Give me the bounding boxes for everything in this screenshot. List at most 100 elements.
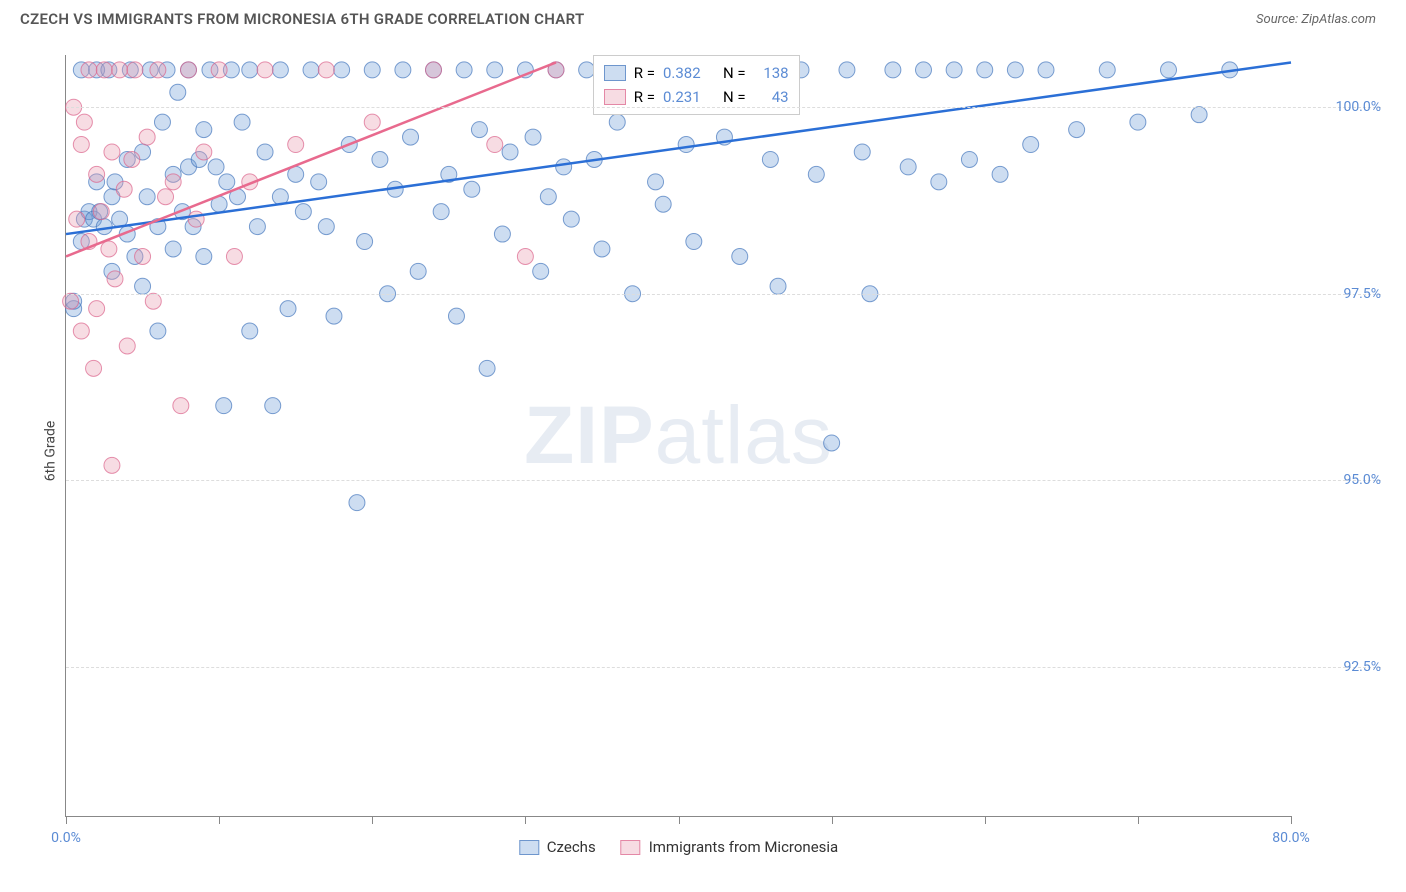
scatter-point — [487, 137, 503, 153]
scatter-point — [364, 62, 380, 78]
legend-swatch-micronesia — [621, 840, 641, 855]
legend-label-micronesia: Immigrants from Micronesia — [649, 838, 839, 856]
legend-swatch-czechs — [519, 840, 539, 855]
scatter-point — [900, 159, 916, 175]
scatter-point — [127, 62, 143, 78]
scatter-point — [170, 84, 186, 100]
scatter-point — [196, 248, 212, 264]
scatter-point — [916, 62, 932, 78]
scatter-point — [272, 62, 288, 78]
scatter-point — [655, 196, 671, 212]
scatter-point — [502, 144, 518, 160]
scatter-point — [525, 129, 541, 145]
scatter-point — [977, 62, 993, 78]
scatter-point — [1130, 114, 1146, 130]
scatter-point — [403, 129, 419, 145]
scatter-point — [410, 263, 426, 279]
scatter-point — [145, 293, 161, 309]
scatter-point — [448, 308, 464, 324]
stat-r-value: 0.231 — [663, 85, 715, 109]
legend-item-micronesia: Immigrants from Micronesia — [621, 838, 839, 856]
scatter-point — [808, 166, 824, 182]
stat-n-value: 138 — [754, 61, 789, 85]
scatter-point — [885, 62, 901, 78]
scatter-point — [824, 435, 840, 451]
scatter-point — [648, 174, 664, 190]
scatter-point — [165, 241, 181, 257]
y-tick-label: 97.5% — [1301, 286, 1381, 302]
scatter-point — [124, 151, 140, 167]
scatter-point — [150, 323, 166, 339]
scatter-point — [732, 248, 748, 264]
scatter-point — [96, 219, 112, 235]
stats-legend-row: R = 0.382 N = 138 — [604, 61, 789, 85]
scatter-point — [295, 204, 311, 220]
stat-r-label: R = — [634, 61, 655, 85]
x-tick — [1138, 816, 1139, 824]
chart-title: CZECH VS IMMIGRANTS FROM MICRONESIA 6TH … — [20, 10, 585, 28]
scatter-point — [1069, 122, 1085, 138]
scatter-point — [364, 114, 380, 130]
scatter-point — [154, 114, 170, 130]
scatter-point — [219, 174, 235, 190]
scatter-point — [249, 219, 265, 235]
legend-swatch — [604, 65, 626, 81]
scatter-point — [349, 495, 365, 511]
scatter-point — [101, 241, 117, 257]
x-tick — [985, 816, 986, 824]
series-legend: Czechs Immigrants from Micronesia — [519, 838, 838, 856]
scatter-point — [107, 271, 123, 287]
scatter-point — [334, 62, 350, 78]
scatter-point — [69, 211, 85, 227]
scatter-point — [326, 308, 342, 324]
scatter-point — [1023, 137, 1039, 153]
y-tick-label: 100.0% — [1301, 99, 1381, 115]
scatter-point — [678, 137, 694, 153]
stat-n-label: N = — [723, 61, 746, 85]
scatter-point — [288, 137, 304, 153]
scatter-point — [946, 62, 962, 78]
scatter-point — [135, 278, 151, 294]
scatter-point — [173, 398, 189, 414]
scatter-point — [104, 144, 120, 160]
y-tick-label: 95.0% — [1301, 472, 1381, 488]
scatter-point — [280, 301, 296, 317]
x-tick — [679, 816, 680, 824]
scatter-point — [81, 62, 97, 78]
legend-swatch — [604, 89, 626, 105]
scatter-point — [96, 62, 112, 78]
scatter-point — [1099, 62, 1115, 78]
scatter-point — [112, 62, 128, 78]
scatter-point — [931, 174, 947, 190]
scatter-point — [165, 174, 181, 190]
scatter-point — [556, 159, 572, 175]
scatter-point — [104, 457, 120, 473]
scatter-point — [456, 62, 472, 78]
stat-r-value: 0.382 — [663, 61, 715, 85]
scatter-point — [1038, 62, 1054, 78]
scatter-point — [961, 151, 977, 167]
stats-legend-row: R =0.231N =43 — [604, 85, 789, 109]
scatter-point — [216, 398, 232, 414]
plot-area: ZIPatlas R =0.382N =138R =0.231N =43 Cze… — [65, 55, 1291, 817]
x-tick-label: 0.0% — [51, 830, 81, 846]
scatter-point — [433, 204, 449, 220]
scatter-point — [63, 293, 79, 309]
scatter-point — [139, 129, 155, 145]
gridline-h — [66, 667, 1381, 668]
scatter-point — [318, 219, 334, 235]
legend-item-czechs: Czechs — [519, 838, 596, 856]
x-tick-label: 80.0% — [1272, 830, 1310, 846]
legend-label-czechs: Czechs — [547, 838, 596, 856]
x-tick — [66, 816, 67, 824]
stats-legend: R =0.382N =138R =0.231N =43 — [593, 55, 800, 115]
scatter-point — [471, 122, 487, 138]
stat-r-label: R = — [634, 85, 655, 109]
scatter-point — [770, 278, 786, 294]
scatter-point — [89, 166, 105, 182]
scatter-point — [854, 144, 870, 160]
scatter-point — [311, 174, 327, 190]
gridline-h — [66, 294, 1381, 295]
gridline-h — [66, 480, 1381, 481]
scatter-point — [540, 189, 556, 205]
